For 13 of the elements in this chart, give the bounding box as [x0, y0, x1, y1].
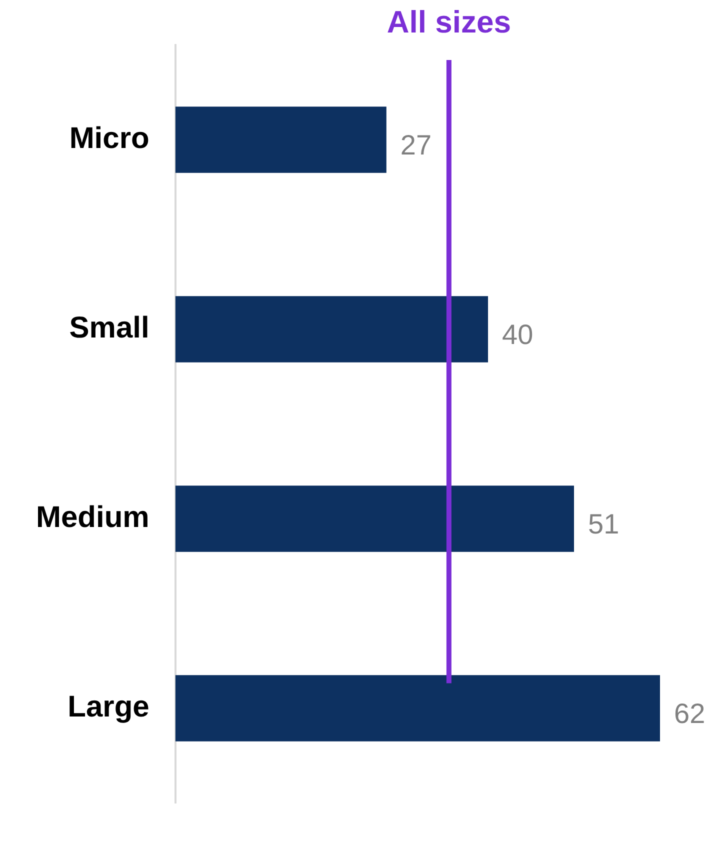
- data-label: 62: [674, 698, 706, 729]
- y-tick-label: Large: [68, 690, 150, 724]
- data-label: 27: [400, 129, 432, 160]
- y-tick-label: Micro: [69, 122, 150, 156]
- data-label: 40: [502, 318, 534, 350]
- bar: [175, 296, 488, 362]
- bar: [175, 486, 574, 552]
- y-tick-label: Medium: [36, 501, 150, 534]
- data-label: 51: [588, 508, 620, 540]
- bar: [175, 675, 660, 742]
- ref-line-label: All sizes: [386, 4, 511, 40]
- bar: [175, 106, 386, 173]
- y-tick-label: Small: [69, 312, 150, 345]
